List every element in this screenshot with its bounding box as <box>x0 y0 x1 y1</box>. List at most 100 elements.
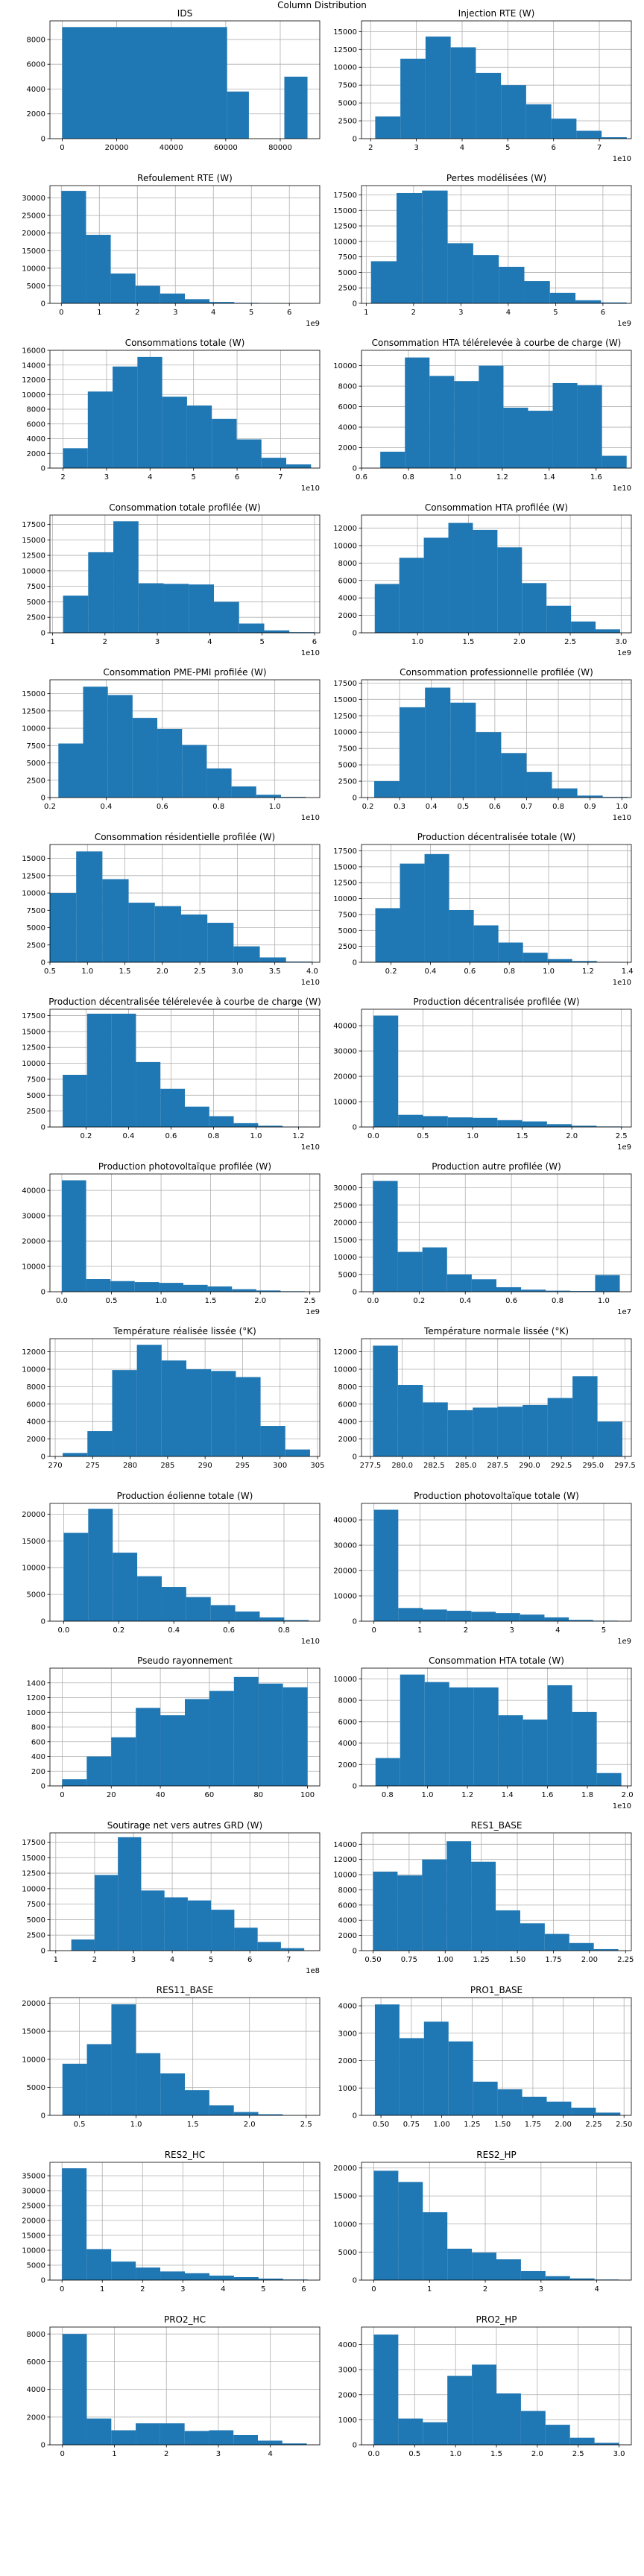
plot-area <box>50 1174 320 1292</box>
x-tick-label: 4.0 <box>306 967 318 976</box>
histogram-bar <box>136 1708 161 1786</box>
histogram-bar <box>137 1576 162 1621</box>
histogram-bar <box>422 190 448 303</box>
histogram-bar <box>94 1875 119 1951</box>
y-tick-label: 6000 <box>338 1718 357 1726</box>
subplot: 2 3 4 5 6 7 0 2500 5000 7500 10000 12500 15000 1e10 In… <box>333 8 632 163</box>
x-tick-label: 0.8 <box>552 803 564 811</box>
histogram-bar <box>398 1608 423 1621</box>
y-tick-label: 2000 <box>27 450 45 458</box>
x-tick-label: 0.8 <box>208 1132 220 1140</box>
subplot: 1 2 3 4 5 6 0 2500 5000 7500 10000 12500 15000 17500 1… <box>333 173 632 328</box>
x-tick-label: 0.0 <box>367 1132 379 1140</box>
histogram-bar <box>496 1287 522 1292</box>
subplot: 0.2 0.4 0.6 0.8 1.0 1.2 1.4 0 2500 5000 7500 10000 1… <box>333 832 633 987</box>
histogram-bar <box>136 2267 161 2280</box>
x-tick-label: 285 <box>160 1462 174 1470</box>
histogram-bar <box>233 946 260 962</box>
x-tick-label: 0.4 <box>425 967 437 976</box>
histogram-bar <box>257 2440 282 2445</box>
x-tick-label: 6 <box>601 309 605 317</box>
histogram-bar <box>526 771 552 798</box>
subplot-title: Refoulement RTE (W) <box>137 173 233 183</box>
y-tick-label: 40000 <box>22 1187 45 1196</box>
histogram-bar <box>128 903 155 962</box>
x-tick-label: 2 <box>60 473 65 482</box>
y-tick-label: 10000 <box>22 2247 45 2255</box>
x-multiplier-label: 1e10 <box>301 1143 320 1152</box>
subplot: 0.0 0.5 1.0 1.5 2.0 2.5 0 10000 20000 30000 40000 1… <box>333 997 632 1152</box>
histogram-bar <box>160 1715 185 1786</box>
y-tick-label: 20000 <box>333 1073 357 1082</box>
axes-frame <box>49 1173 321 1292</box>
histogram-bar <box>521 1289 546 1292</box>
x-tick-label: 0.0 <box>56 1297 68 1305</box>
x-multiplier-label: 1e9 <box>617 320 631 328</box>
y-tick-label: 0 <box>353 136 357 144</box>
histogram-bar <box>113 366 138 468</box>
histogram-bar <box>61 1180 86 1292</box>
x-tick-label: 3 <box>414 144 418 152</box>
histogram-bar <box>209 1116 234 1127</box>
axes-frame <box>49 844 321 963</box>
x-tick-label: 2.00 <box>555 2121 572 2129</box>
y-tick-label: 7500 <box>27 1901 45 1909</box>
histogram-bar <box>63 1453 88 1456</box>
x-tick-label: 1 <box>364 309 368 317</box>
y-tick-label: 7500 <box>338 745 357 754</box>
x-multiplier-label: 1e10 <box>613 155 631 163</box>
x-multiplier-label: 1e9 <box>306 1308 320 1316</box>
y-tick-label: 10000 <box>333 64 357 72</box>
x-tick-label: 0.2 <box>362 803 374 811</box>
subplot-title: RES11_BASE <box>157 1985 213 1995</box>
x-tick-label: 4 <box>211 309 215 317</box>
y-tick-label: 16000 <box>22 347 45 356</box>
figure-suptitle: Column Distribution <box>277 0 367 10</box>
x-tick-label: 0.6 <box>464 967 476 976</box>
histogram-bar <box>374 781 400 798</box>
y-tick-label: 7500 <box>27 583 45 591</box>
y-tick-label: 7500 <box>338 82 357 90</box>
histogram-bar <box>113 1553 138 1621</box>
histogram-bar <box>207 923 234 962</box>
subplot-title: Consommation professionnelle profilée (W… <box>400 667 593 678</box>
histogram-bar <box>423 2212 448 2280</box>
histogram-bar <box>498 942 523 962</box>
y-tick-label: 2000 <box>338 444 357 452</box>
histogram-bar <box>396 192 423 303</box>
histogram-bar <box>261 458 287 468</box>
histogram-bar <box>180 914 208 962</box>
histogram-bar <box>447 2375 473 2445</box>
histogram-bar <box>280 797 306 798</box>
subplot: 0.5 1.0 1.5 2.0 2.5 0 5000 10000 15000 20000 RES11… <box>22 1985 321 2129</box>
y-tick-label: 8000 <box>27 1383 45 1392</box>
histogram-bar <box>282 2443 307 2445</box>
axes-frame <box>49 1338 321 1457</box>
x-tick-label: 0.50 <box>364 1956 381 1964</box>
y-tick-label: 0 <box>353 1289 357 1297</box>
y-tick-label: 7500 <box>27 1076 45 1084</box>
y-tick-label: 10000 <box>333 362 357 370</box>
x-tick-label: 292.5 <box>551 1462 572 1470</box>
y-tick-label: 2000 <box>338 1436 357 1444</box>
x-tick-label: 0.0 <box>368 2450 380 2458</box>
x-tick-label: 0.8 <box>503 967 515 976</box>
histogram-bar <box>503 407 528 468</box>
y-tick-label: 0 <box>353 2112 357 2121</box>
x-tick-label: 2.0 <box>254 1297 266 1305</box>
subplot-title: Consommation HTA totale (W) <box>429 1655 564 1666</box>
subplot-title: PRO1_BASE <box>470 1985 523 1995</box>
histogram-bar <box>209 2276 234 2280</box>
x-tick-label: 20 <box>107 1791 116 1799</box>
x-tick-label: 0.8 <box>278 1626 290 1635</box>
y-tick-label: 14000 <box>333 1841 357 1849</box>
y-tick-label: 15000 <box>22 690 45 698</box>
subplot-title: Production décentralisée profilée (W) <box>413 997 579 1007</box>
y-tick-label: 5000 <box>27 2084 45 2092</box>
y-tick-label: 20000 <box>333 2165 357 2173</box>
y-tick-label: 5000 <box>27 2262 45 2270</box>
histogram-bar <box>397 1251 423 1292</box>
y-tick-label: 40000 <box>333 1023 357 1031</box>
x-tick-label: 5 <box>191 473 195 482</box>
x-tick-label: 0.0 <box>367 1297 379 1305</box>
